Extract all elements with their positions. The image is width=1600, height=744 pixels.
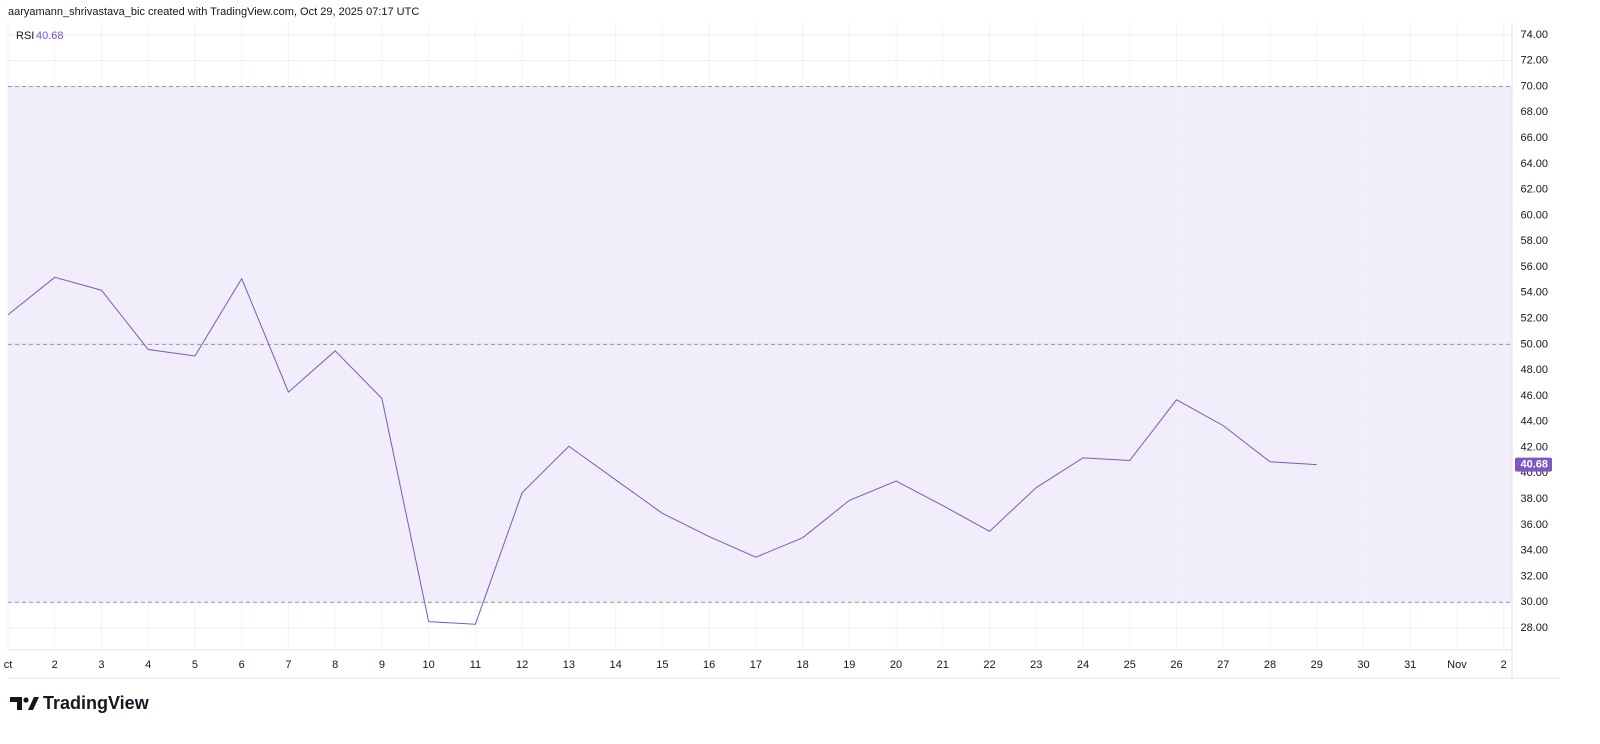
- x-tick-label: 15: [656, 659, 668, 671]
- y-tick-label: 56.00: [1520, 261, 1548, 273]
- x-tick-label: 13: [563, 659, 575, 671]
- x-tick-label: 4: [145, 659, 151, 671]
- x-tick-label: 22: [983, 659, 995, 671]
- last-value-label: 40.68: [1520, 458, 1548, 470]
- x-tick-label: 2: [1501, 659, 1507, 671]
- y-tick-label: 74.00: [1520, 29, 1548, 41]
- x-tick-label: 25: [1124, 659, 1136, 671]
- y-tick-label: 28.00: [1520, 622, 1548, 634]
- y-tick-label: 70.00: [1520, 80, 1548, 92]
- y-tick-label: 60.00: [1520, 209, 1548, 221]
- y-tick-label: 32.00: [1520, 570, 1548, 582]
- y-tick-label: 46.00: [1520, 390, 1548, 402]
- y-tick-label: 66.00: [1520, 132, 1548, 144]
- y-tick-label: 68.00: [1520, 106, 1548, 118]
- y-tick-label: 50.00: [1520, 338, 1548, 350]
- rsi-line: [7, 276, 1317, 625]
- x-tick-label: 30: [1357, 659, 1369, 671]
- y-tick-label: 48.00: [1520, 364, 1548, 376]
- header: aaryamann_shrivastava_bic created with T…: [8, 6, 419, 18]
- x-tick-label: 12: [516, 659, 528, 671]
- y-tick-label: 62.00: [1520, 184, 1548, 196]
- x-tick-label: 19: [843, 659, 855, 671]
- legend-name: RSI: [16, 30, 34, 42]
- x-tick-label: 29: [1311, 659, 1323, 671]
- logo-text: TradingView: [43, 693, 150, 713]
- x-tick-label: 6: [239, 659, 245, 671]
- legend-value: 40.68: [36, 30, 64, 42]
- x-tick-label: 27: [1217, 659, 1229, 671]
- x-tick-label: 18: [796, 659, 808, 671]
- x-tick-label: 5: [192, 659, 198, 671]
- x-tick-label: 28: [1264, 659, 1276, 671]
- plot-area: 28.0030.0032.0034.0036.0038.0040.0042.00…: [4, 22, 1560, 679]
- y-tick-label: 38.00: [1520, 493, 1548, 505]
- x-tick-label: 31: [1404, 659, 1416, 671]
- x-tick-label: 17: [750, 659, 762, 671]
- x-tick-label: 26: [1170, 659, 1182, 671]
- x-tick-label: ct: [4, 659, 13, 671]
- x-tick-label: 24: [1077, 659, 1089, 671]
- y-tick-label: 44.00: [1520, 416, 1548, 428]
- x-tick-label: 2: [52, 659, 58, 671]
- y-tick-label: 34.00: [1520, 545, 1548, 557]
- y-tick-label: 54.00: [1520, 287, 1548, 299]
- y-tick-label: 64.00: [1520, 158, 1548, 170]
- logo-icon: [10, 697, 39, 710]
- x-tick-label: 23: [1030, 659, 1042, 671]
- x-tick-label: 9: [379, 659, 385, 671]
- x-tick-label: 3: [98, 659, 104, 671]
- x-tick-label: Nov: [1447, 659, 1467, 671]
- y-tick-label: 30.00: [1520, 596, 1548, 608]
- x-tick-label: 20: [890, 659, 902, 671]
- y-tick-label: 42.00: [1520, 441, 1548, 453]
- last-value-badge: [1515, 457, 1552, 472]
- x-tick-label: 7: [285, 659, 291, 671]
- x-tick-label: 21: [937, 659, 949, 671]
- y-tick-label: 36.00: [1520, 519, 1548, 531]
- y-tick-label: 58.00: [1520, 235, 1548, 247]
- y-tick-label: 72.00: [1520, 55, 1548, 67]
- x-tick-label: 8: [332, 659, 338, 671]
- x-tick-label: 10: [423, 659, 435, 671]
- x-tick-label: 11: [470, 659, 481, 671]
- x-tick-label: 16: [703, 659, 715, 671]
- x-tick-label: 14: [609, 659, 621, 671]
- y-tick-label: 52.00: [1520, 312, 1548, 324]
